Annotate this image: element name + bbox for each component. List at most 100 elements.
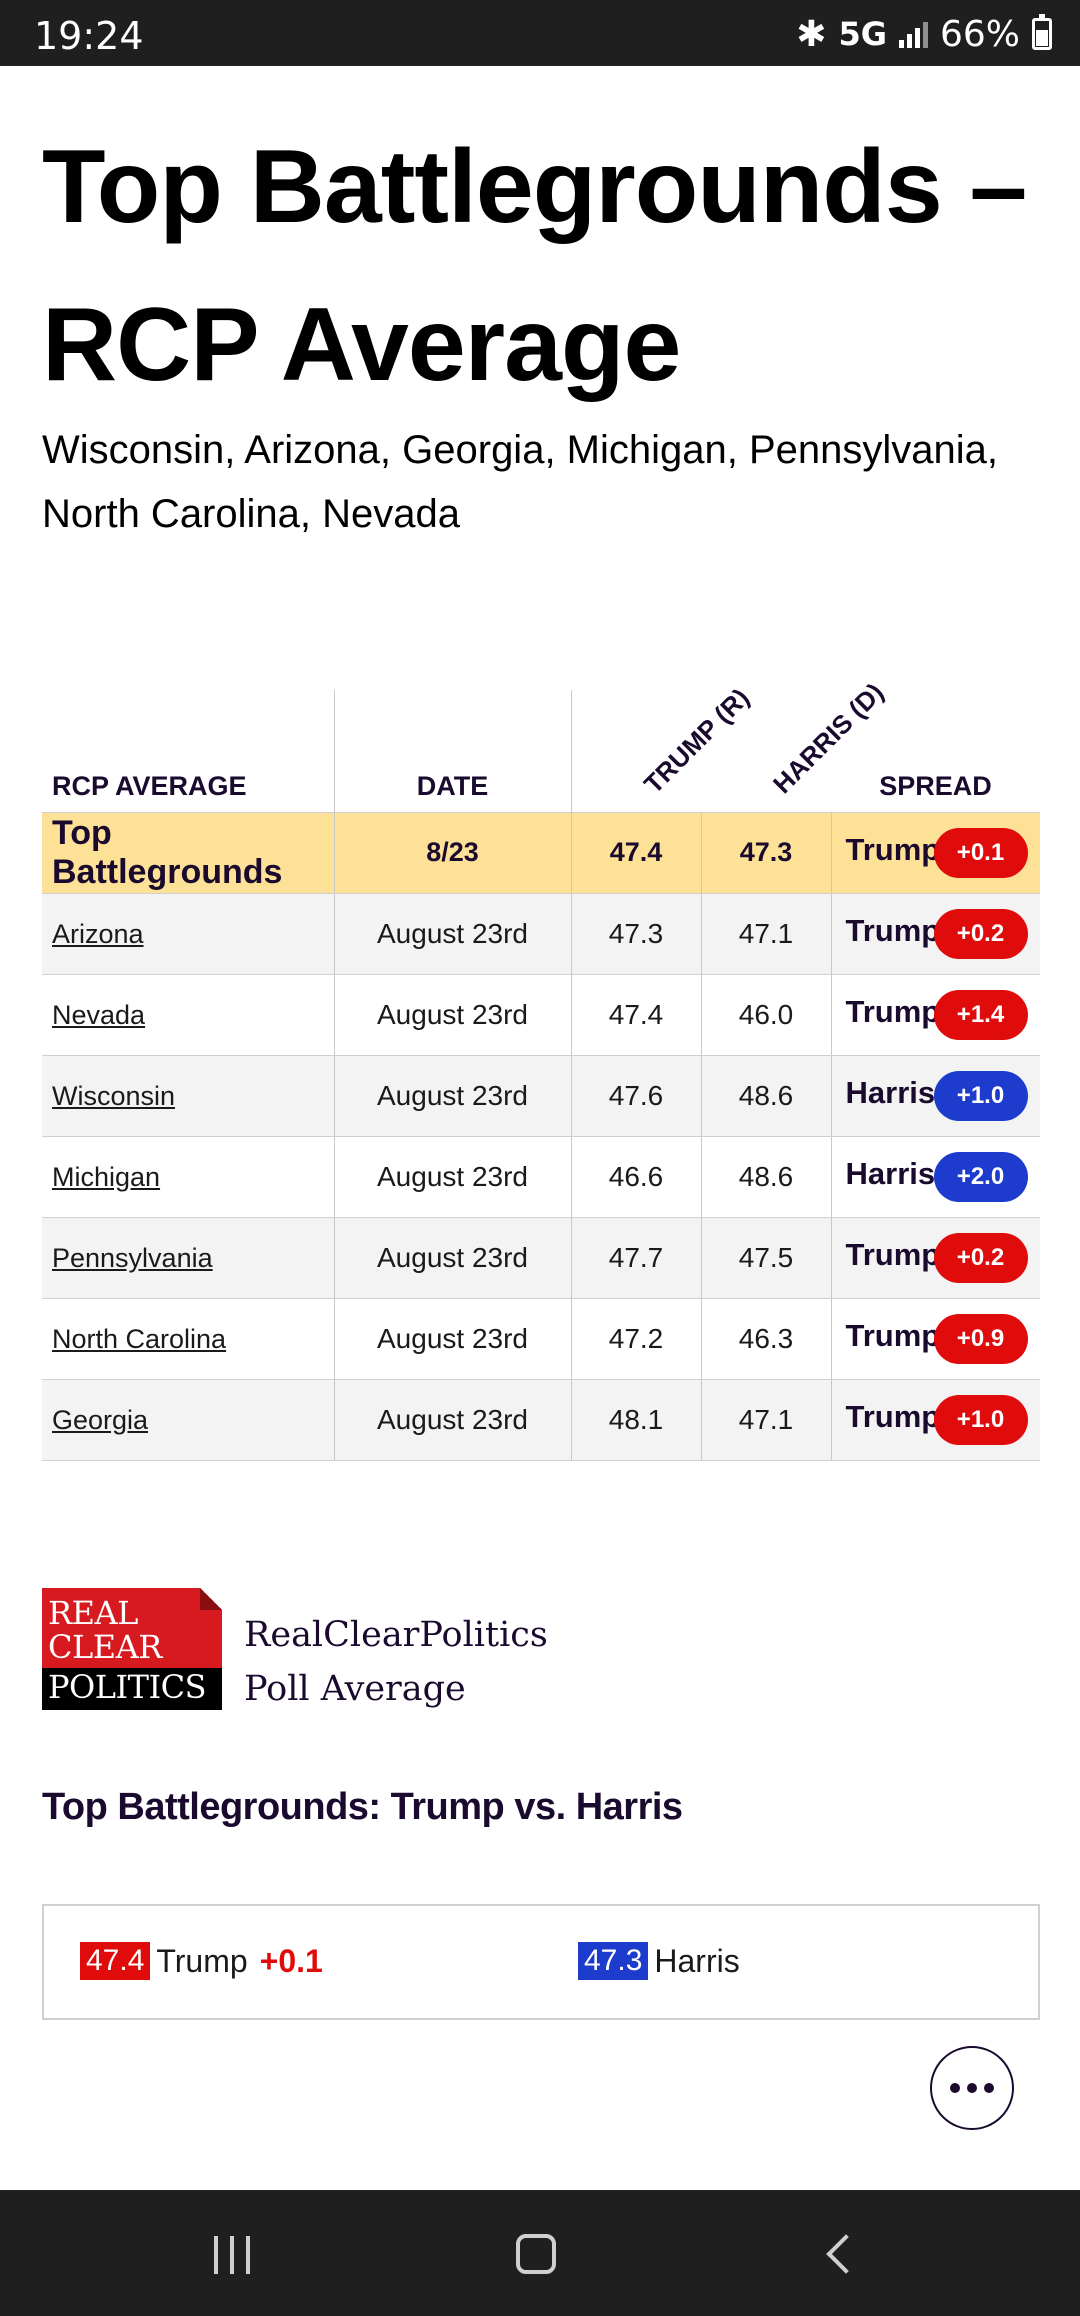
- state-cell: Georgia: [42, 1378, 335, 1461]
- spread-badge: +0.2: [933, 908, 1028, 959]
- network-type: 5G: [838, 15, 887, 53]
- harris-cell: 46.0: [701, 973, 832, 1056]
- row-trump-value: 47.4: [571, 811, 702, 894]
- table-row: Georgia August 23rd 48.1 47.1 Trump +1.0: [42, 1378, 1040, 1461]
- trump-cell: 48.1: [571, 1378, 702, 1461]
- trump-cell: 47.3: [571, 892, 702, 975]
- spread-cell: Trump +0.2: [831, 892, 1040, 975]
- state-link[interactable]: Nevada: [52, 999, 146, 1030]
- harris-cell: 47.5: [701, 1216, 832, 1299]
- header-harris[interactable]: HARRIS (D): [701, 676, 889, 812]
- table-header-row: RCP AVERAGE DATE TRUMP (R) HARRIS (D) SP…: [42, 676, 1040, 812]
- trump-cell: 47.4: [571, 973, 702, 1056]
- state-cell: Wisconsin: [42, 1054, 335, 1137]
- spread-leader: Trump: [845, 1398, 941, 1434]
- spread-badge: +1.0: [933, 1394, 1028, 1445]
- rcp-label-line2: Poll Average: [244, 1669, 466, 1709]
- state-link[interactable]: North Carolina: [52, 1323, 227, 1354]
- date-cell: August 23rd: [334, 1297, 572, 1380]
- back-icon[interactable]: [826, 2234, 866, 2274]
- battery-icon: [1032, 14, 1052, 50]
- spread-leader: Trump: [845, 993, 941, 1029]
- dot-icon: [967, 2083, 977, 2093]
- state-cell: Arizona: [42, 892, 335, 975]
- section-heading: Top Battlegrounds: Trump vs. Harris: [42, 1786, 683, 1828]
- recent-apps-icon[interactable]: [214, 2236, 250, 2274]
- table-row: Wisconsin August 23rd 47.6 48.6 Harris +1.0: [42, 1054, 1040, 1137]
- header-rcp-average[interactable]: RCP AVERAGE: [42, 690, 335, 812]
- spread-badge: +0.1: [933, 827, 1028, 878]
- clock: 19:24: [34, 14, 144, 58]
- harris-value-tag: 47.3: [578, 1942, 649, 1980]
- logo-text-line2: CLEAR: [48, 1628, 162, 1666]
- home-icon[interactable]: [516, 2234, 556, 2274]
- state-link[interactable]: Wisconsin: [52, 1080, 176, 1111]
- rcp-poll-average-label: RealClearPolitics Poll Average: [244, 1608, 548, 1716]
- row-harris-value: 47.3: [701, 811, 832, 894]
- trump-cell: 47.2: [571, 1297, 702, 1380]
- page-subtitle: Wisconsin, Arizona, Georgia, Michigan, P…: [42, 428, 999, 536]
- rcp-logo[interactable]: REAL CLEAR POLITICS: [42, 1588, 222, 1710]
- spread-leader: Trump: [845, 831, 941, 867]
- spread-leader: Trump: [845, 1317, 941, 1353]
- logo-band: [42, 1668, 222, 1710]
- bluetooth-icon: ✱: [796, 13, 827, 55]
- spread-cell: Trump +1.4: [831, 973, 1040, 1056]
- trump-cell: 46.6: [571, 1135, 702, 1218]
- harris-cell: 47.1: [701, 1378, 832, 1461]
- trump-value-tag: 47.4: [80, 1942, 151, 1980]
- header-trump[interactable]: TRUMP (R): [570, 682, 754, 812]
- status-bar: 19:24 ✱ 5G 66%: [0, 0, 1080, 66]
- spread-badge: +1.4: [933, 989, 1028, 1040]
- dot-icon: [984, 2083, 994, 2093]
- header-date[interactable]: DATE: [334, 690, 572, 812]
- spread-cell: Trump +1.0: [831, 1378, 1040, 1461]
- polls-table: RCP AVERAGE DATE TRUMP (R) HARRIS (D) SP…: [42, 676, 1040, 1461]
- state-link[interactable]: Arizona: [52, 918, 144, 949]
- table-row: Pennsylvania August 23rd 47.7 47.5 Trump +0.2: [42, 1216, 1040, 1299]
- spread-badge: +1.0: [933, 1070, 1028, 1121]
- harris-cell: 47.1: [701, 892, 832, 975]
- spread-leader: Harris: [845, 1155, 936, 1191]
- spread-badge: +0.9: [933, 1313, 1028, 1364]
- rcp-label-line1: RealClearPolitics: [244, 1615, 548, 1655]
- row-date: 8/23: [334, 811, 572, 894]
- state-cell: Nevada: [42, 973, 335, 1056]
- state-cell: Michigan: [42, 1135, 335, 1218]
- harris-cell: 46.3: [701, 1297, 832, 1380]
- date-cell: August 23rd: [334, 892, 572, 975]
- table-row: Arizona August 23rd 47.3 47.1 Trump +0.2: [42, 892, 1040, 975]
- date-cell: August 23rd: [334, 1054, 572, 1137]
- logo-text-line3: POLITICS: [48, 1668, 207, 1706]
- trump-spread: +0.1: [259, 1942, 323, 1979]
- trump-cell: 47.6: [571, 1054, 702, 1137]
- system-nav-bar: [0, 2190, 1080, 2316]
- spread-badge: +0.2: [933, 1232, 1028, 1283]
- row-spread: Trump +0.1: [831, 811, 1040, 894]
- spread-leader: Trump: [845, 1236, 941, 1272]
- header-spread[interactable]: SPREAD: [879, 770, 992, 801]
- summary-box: 47.4 Trump +0.1 47.3 Harris: [42, 1904, 1040, 2020]
- dot-icon: [950, 2083, 960, 2093]
- state-link[interactable]: Pennsylvania: [52, 1242, 213, 1273]
- harris-cell: 48.6: [701, 1135, 832, 1218]
- spread-leader: Harris: [845, 1074, 936, 1110]
- more-options-button[interactable]: [930, 2046, 1014, 2130]
- spread-cell: Trump +0.9: [831, 1297, 1040, 1380]
- spread-leader: Trump: [845, 912, 941, 948]
- date-cell: August 23rd: [334, 1135, 572, 1218]
- signal-icon: [898, 20, 928, 48]
- summary-harris: 47.3 Harris: [578, 1942, 740, 1980]
- table-row: North Carolina August 23rd 47.2 46.3 Trump +0…: [42, 1297, 1040, 1380]
- state-link[interactable]: Michigan: [52, 1161, 161, 1192]
- spread-cell: Harris +2.0: [831, 1135, 1040, 1218]
- state-link[interactable]: Georgia: [52, 1404, 149, 1435]
- trump-name: Trump: [156, 1942, 248, 1979]
- page-title: Top Battlegrounds – RCP Average: [42, 129, 1027, 403]
- table-row: Michigan August 23rd 46.6 48.6 Harris +2.0: [42, 1135, 1040, 1218]
- trump-cell: 47.7: [571, 1216, 702, 1299]
- harris-cell: 48.6: [701, 1054, 832, 1137]
- table-row: Nevada August 23rd 47.4 46.0 Trump +1.4: [42, 973, 1040, 1056]
- battery-percent: 66%: [939, 13, 1020, 55]
- date-cell: August 23rd: [334, 1216, 572, 1299]
